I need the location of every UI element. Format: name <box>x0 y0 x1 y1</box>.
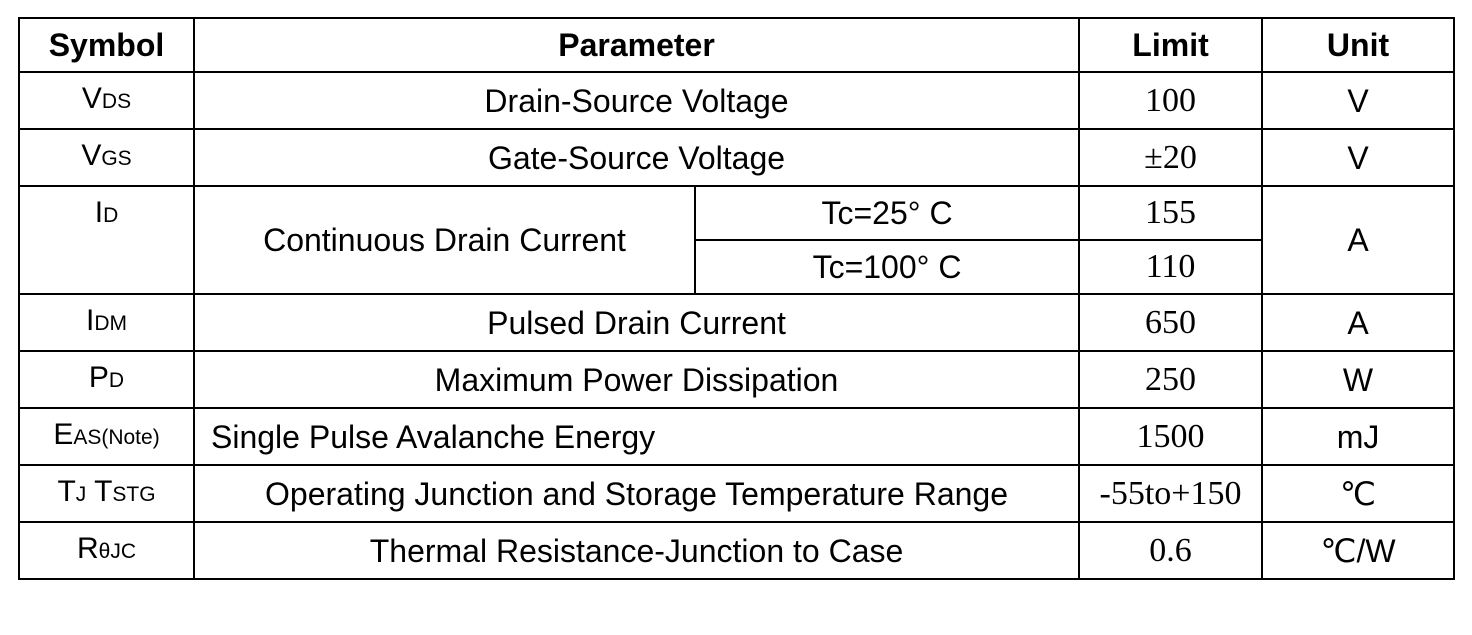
limit-cell: 1500 <box>1078 407 1264 466</box>
unit-cell: mJ <box>1261 407 1456 466</box>
table-row: TJ TSTG Operating Junction and Storage Te… <box>18 464 1456 523</box>
symbol-cell: VGS <box>18 128 195 187</box>
parameter-cell: Single Pulse Avalanche Energy <box>192 407 1081 466</box>
table-row: VDS Drain-Source Voltage 100 V <box>18 71 1456 130</box>
limit-cell: ±20 <box>1078 128 1264 187</box>
unit-cell: W <box>1261 350 1456 409</box>
table-row: PD Maximum Power Dissipation 250 W <box>18 350 1456 409</box>
parameter-cell: Drain-Source Voltage <box>192 71 1081 130</box>
parameter-cell: Maximum Power Dissipation <box>192 350 1081 409</box>
header-cell: Parameter <box>192 17 1081 73</box>
symbol-main: E <box>53 418 74 451</box>
table-row: IDM Pulsed Drain Current 650 A <box>18 293 1456 352</box>
symbol-main: T <box>57 475 76 508</box>
symbol-main: T <box>94 475 113 508</box>
symbol-cell: RθJC <box>18 521 195 580</box>
parameter-cell: Continuous Drain Current <box>193 185 696 295</box>
table-row: Tc=100° C 110 <box>19 239 1454 295</box>
condition-cell: Tc=25° C <box>693 185 1081 241</box>
symbol-sub: D <box>103 204 119 227</box>
unit-cell: ℃ <box>1261 464 1456 523</box>
unit-cell: V <box>1261 71 1456 130</box>
symbol-cell: IDM <box>18 293 195 352</box>
symbol-sub: D <box>108 369 125 392</box>
symbol-main: V <box>81 82 102 115</box>
limit-cell: 650 <box>1078 293 1264 352</box>
symbol-cell: VDS <box>18 71 195 130</box>
limit-cell: 110 <box>1078 239 1264 295</box>
header-cell: Symbol <box>18 17 195 73</box>
limit-cell: 0.6 <box>1078 521 1264 580</box>
symbol-sub: AS(Note) <box>73 426 160 449</box>
symbol-cell: EAS(Note) <box>18 407 195 466</box>
symbol-sub: θJC <box>98 540 137 563</box>
header-cell: Limit <box>1078 17 1264 73</box>
parameter-cell: Thermal Resistance-Junction to Case <box>192 521 1081 580</box>
symbol-sub: DS <box>101 90 132 113</box>
symbol-main: R <box>76 532 99 565</box>
unit-cell: ℃/W <box>1261 521 1456 580</box>
symbol-main: V <box>81 139 102 172</box>
parameter-cell: Operating Junction and Storage Temperatu… <box>192 464 1081 523</box>
header-cell: Unit <box>1261 17 1456 73</box>
table-row: RθJC Thermal Resistance-Junction to Case 0… <box>18 521 1456 580</box>
symbol-sub: DM <box>94 312 127 335</box>
symbol-main: I <box>94 196 104 229</box>
parameter-cell: Pulsed Drain Current <box>192 293 1081 352</box>
symbol-sub: STG <box>112 483 156 506</box>
table-row: ID Continuous Drain Current Tc=25° C 155 A <box>18 185 1456 295</box>
unit-cell: V <box>1261 128 1456 187</box>
symbol-main: P <box>88 361 109 394</box>
limit-cell: -55to+150 <box>1078 464 1264 523</box>
unit-cell: A <box>1261 185 1456 295</box>
header-row: Symbol Parameter Limit Unit <box>18 17 1456 73</box>
unit-cell: A <box>1261 293 1456 352</box>
table-body: VDS Drain-Source Voltage 100 V VGS Gate-Sourc… <box>18 71 1456 580</box>
symbol-cell: ID <box>18 185 195 295</box>
symbol-main: I <box>85 304 95 337</box>
limit-cell: 100 <box>1078 71 1264 130</box>
symbol-cell: PD <box>18 350 195 409</box>
ratings-table: Symbol Parameter Limit Unit VDS Drain-Source… <box>18 17 1456 580</box>
table-row: VGS Gate-Source Voltage ±20 V <box>18 128 1456 187</box>
symbol-sub: J <box>75 483 87 506</box>
symbol-sub: GS <box>101 147 132 170</box>
table-row: EAS(Note) Single Pulse Avalanche Energy 15… <box>18 407 1456 466</box>
limit-cell: 155 <box>1078 185 1264 241</box>
symbol-cell: TJ TSTG <box>18 464 195 523</box>
limit-cell: 250 <box>1078 350 1264 409</box>
condition-cell: Tc=100° C <box>693 239 1081 295</box>
parameter-cell: Gate-Source Voltage <box>192 128 1081 187</box>
